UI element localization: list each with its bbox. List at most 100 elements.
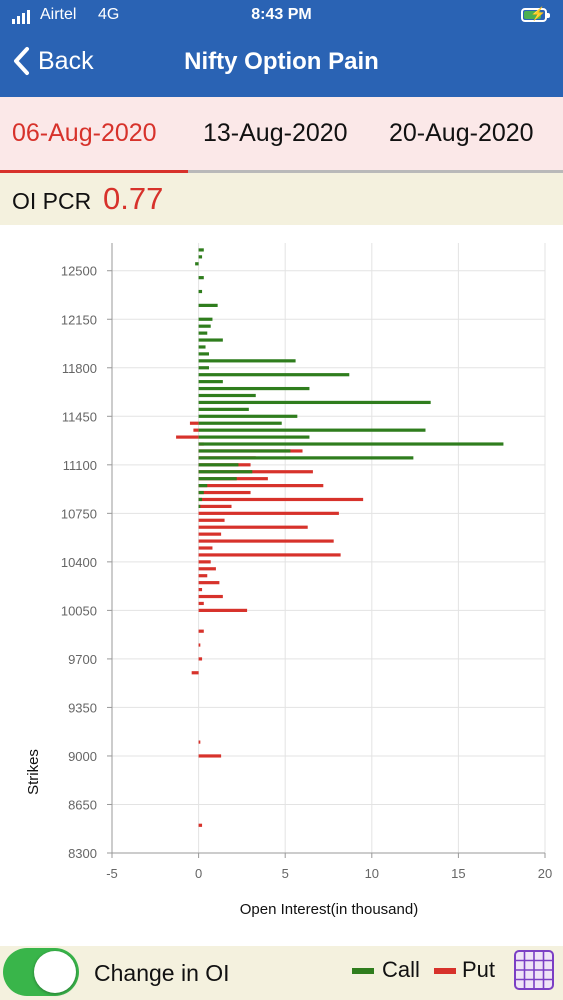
bar-call (198, 407, 249, 411)
bar-put (198, 629, 204, 633)
status-bar: Airtel 4G 8:43 PM ⚡ (0, 0, 563, 32)
bar-call (198, 331, 208, 335)
bar-put (198, 574, 208, 578)
bar-call (198, 470, 253, 474)
bar-put (198, 823, 203, 827)
footer-bar: Change in OI (0, 946, 563, 1000)
bar-call (198, 400, 431, 405)
y-tick-label: 11800 (62, 361, 97, 376)
y-tick-label: 11100 (63, 458, 97, 473)
bar-call (198, 463, 239, 467)
bar-call (198, 477, 237, 481)
bar-call (198, 352, 209, 356)
bar-call (198, 345, 206, 349)
battery-charging-icon: ⚡ (521, 6, 550, 22)
tab-expiry-2[interactable]: 13-Aug-2020 (203, 119, 348, 147)
y-tick-label: 12500 (61, 264, 97, 279)
y-tick-label: 9700 (68, 652, 97, 667)
bar-call (198, 276, 204, 280)
active-tab-indicator (0, 170, 188, 173)
bar-put (198, 553, 341, 557)
bar-call (198, 386, 310, 391)
bar-call (198, 248, 204, 252)
tab-expiry-3[interactable]: 20-Aug-2020 (389, 119, 534, 147)
bar-put (198, 587, 203, 592)
bar-put (198, 518, 225, 522)
change-in-oi-toggle[interactable] (3, 948, 79, 996)
bar-call (198, 421, 282, 425)
legend-call-label: Call (382, 957, 420, 982)
legend-call-swatch (352, 968, 374, 974)
y-tick-label: 8300 (68, 846, 97, 861)
x-tick-label: 0 (195, 866, 202, 881)
bar-call (198, 428, 426, 432)
bar-put (193, 428, 199, 432)
y-tick-label: 10750 (61, 506, 97, 521)
legend-put-label: Put (462, 957, 496, 982)
bar-put (198, 754, 222, 758)
signal-icon (12, 10, 30, 24)
app-header: Airtel 4G 8:43 PM ⚡ Back Nifty Option Pa… (0, 0, 563, 97)
toggle-label: Change in OI (94, 960, 230, 986)
back-label: Back (38, 46, 94, 75)
x-tick-label: 10 (365, 866, 379, 881)
y-tick-label: 10050 (61, 603, 97, 618)
y-tick-label: 9350 (68, 700, 97, 715)
bar-call (198, 338, 223, 342)
bar-call (198, 317, 213, 321)
y-tick-label: 9000 (68, 749, 97, 764)
bar-call (198, 366, 209, 370)
back-button[interactable]: Back (12, 46, 94, 76)
option-pain-chart: -5 0 5 10 15 20 8300 8650 9000 9350 9700 10050 10400… (25, 243, 552, 918)
bar-put (198, 657, 203, 661)
bar-put (198, 567, 216, 571)
bar-put (191, 671, 199, 675)
bar-call (195, 262, 199, 266)
expiry-tabs: 06-Aug-2020 13-Aug-2020 20-Aug-2020 (0, 97, 563, 173)
tab-expiry-1[interactable]: 06-Aug-2020 (12, 119, 157, 147)
y-tick-label: 10400 (61, 555, 97, 570)
y-axis-title: Strikes (25, 749, 42, 795)
carrier-name: Airtel (40, 6, 77, 23)
pcr-value: 0.77 (103, 181, 164, 216)
toggle-knob (34, 951, 76, 993)
bar-call (198, 255, 203, 259)
grid-icon[interactable] (513, 949, 555, 991)
bar-put (198, 601, 204, 606)
bar-put (198, 740, 201, 744)
legend-put-swatch (434, 968, 456, 974)
bar-call (198, 442, 504, 446)
tab-underline (0, 170, 563, 173)
bar-put (198, 497, 364, 502)
bar-put (198, 490, 251, 495)
clock: 8:43 PM (251, 6, 312, 23)
bar-call (198, 504, 201, 509)
bar-put (198, 594, 223, 599)
pcr-label: OI PCR (12, 188, 92, 214)
bar-call (198, 414, 298, 418)
bar-put (189, 421, 199, 425)
bar-put (198, 525, 308, 529)
y-tick-label: 8650 (68, 797, 97, 812)
x-axis-title: Open Interest(in thousand) (240, 901, 418, 918)
bar-call (198, 449, 291, 453)
x-tick-label: -5 (106, 866, 118, 881)
bar-call (198, 435, 310, 439)
bar-put (198, 470, 313, 474)
bar-call (198, 484, 208, 488)
network-type: 4G (98, 6, 120, 23)
bar-put (198, 581, 220, 585)
bar-put (198, 504, 232, 509)
bar-call (198, 380, 223, 384)
bar-call (198, 289, 203, 294)
bar-put (198, 546, 213, 550)
bar-call (198, 456, 414, 460)
bar-put (198, 539, 334, 543)
bar-put (198, 511, 339, 515)
bar-put (198, 608, 248, 612)
bar-call (198, 359, 296, 363)
bar-call (198, 497, 203, 502)
bar-put (176, 435, 199, 439)
bar-put (198, 532, 222, 536)
bar-call (198, 490, 204, 495)
